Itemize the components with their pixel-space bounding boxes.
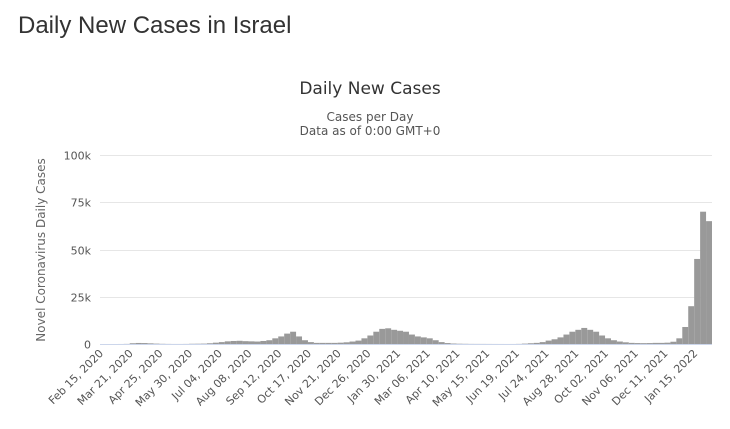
chart-title: Daily New Cases (299, 79, 441, 99)
bar (230, 340, 237, 344)
bar (385, 328, 392, 344)
bar (224, 341, 231, 344)
bar (599, 335, 606, 344)
bar (319, 342, 326, 344)
bar (593, 331, 600, 344)
bar (664, 342, 671, 344)
bar (408, 334, 415, 344)
bar (206, 343, 213, 344)
bar (444, 343, 451, 344)
bar (616, 341, 623, 344)
bar (646, 343, 653, 344)
bar (236, 340, 243, 344)
bar (527, 343, 534, 344)
bar (533, 342, 540, 344)
bar (575, 329, 582, 344)
bar (545, 340, 552, 344)
bar (135, 342, 142, 344)
bar (313, 342, 320, 344)
bar (414, 336, 421, 344)
bar (278, 336, 285, 344)
bar (212, 342, 219, 344)
bar (361, 338, 368, 344)
bar (622, 342, 629, 344)
page-title: Daily New Cases in Israel (18, 12, 292, 39)
bar (391, 329, 398, 344)
bar (682, 326, 689, 344)
bar (640, 343, 647, 344)
bar (373, 331, 380, 344)
bar (652, 342, 659, 344)
y-tick-label: 0 (84, 339, 91, 352)
bar (569, 331, 576, 344)
bar (307, 342, 314, 344)
chart-caption: Data as of 0:00 GMT+0 (300, 124, 441, 138)
bar (129, 343, 136, 344)
bar (563, 334, 570, 344)
bar (670, 341, 677, 344)
bar (367, 335, 374, 344)
bar (141, 343, 148, 344)
bar (658, 342, 665, 344)
bars (117, 211, 712, 344)
chart-subtitle: Cases per Day (327, 110, 414, 124)
bar (331, 342, 338, 344)
bar (379, 328, 386, 344)
bar (581, 327, 588, 344)
bar (248, 341, 255, 344)
y-tick-label: 25k (71, 292, 92, 305)
bar (147, 343, 154, 344)
bar (254, 341, 261, 344)
gridlines (100, 155, 712, 298)
bar (218, 342, 225, 344)
y-axis-label: Novel Coronavirus Daily Cases (34, 158, 48, 341)
bar (242, 341, 249, 344)
bar (420, 337, 427, 344)
bar (587, 329, 594, 344)
bar (284, 333, 291, 344)
bar (325, 342, 332, 344)
bar (403, 331, 409, 344)
bar (290, 331, 297, 344)
bar (700, 211, 707, 344)
bar (610, 340, 617, 344)
y-ticks: 0 25k 50k 75k 100k (64, 150, 92, 352)
bar (296, 336, 303, 344)
bar (302, 340, 308, 344)
bar (634, 343, 641, 344)
bar (605, 338, 611, 344)
y-tick-label: 100k (64, 150, 92, 163)
bar (432, 340, 439, 344)
bar (260, 340, 267, 344)
bar (266, 340, 273, 344)
bar (551, 339, 558, 344)
bar (349, 341, 356, 344)
y-tick-label: 50k (71, 245, 92, 258)
bar (438, 342, 445, 344)
bar (337, 342, 344, 344)
bar (628, 342, 635, 344)
bar (539, 342, 546, 344)
bar (355, 340, 362, 344)
bar (557, 337, 564, 344)
bar (706, 221, 712, 344)
bar (676, 338, 683, 344)
bar (397, 330, 404, 344)
bar (694, 258, 701, 344)
y-tick-label: 75k (71, 197, 92, 210)
bar (426, 338, 433, 344)
bar (688, 306, 695, 344)
bar (272, 338, 279, 344)
bar (343, 342, 350, 344)
